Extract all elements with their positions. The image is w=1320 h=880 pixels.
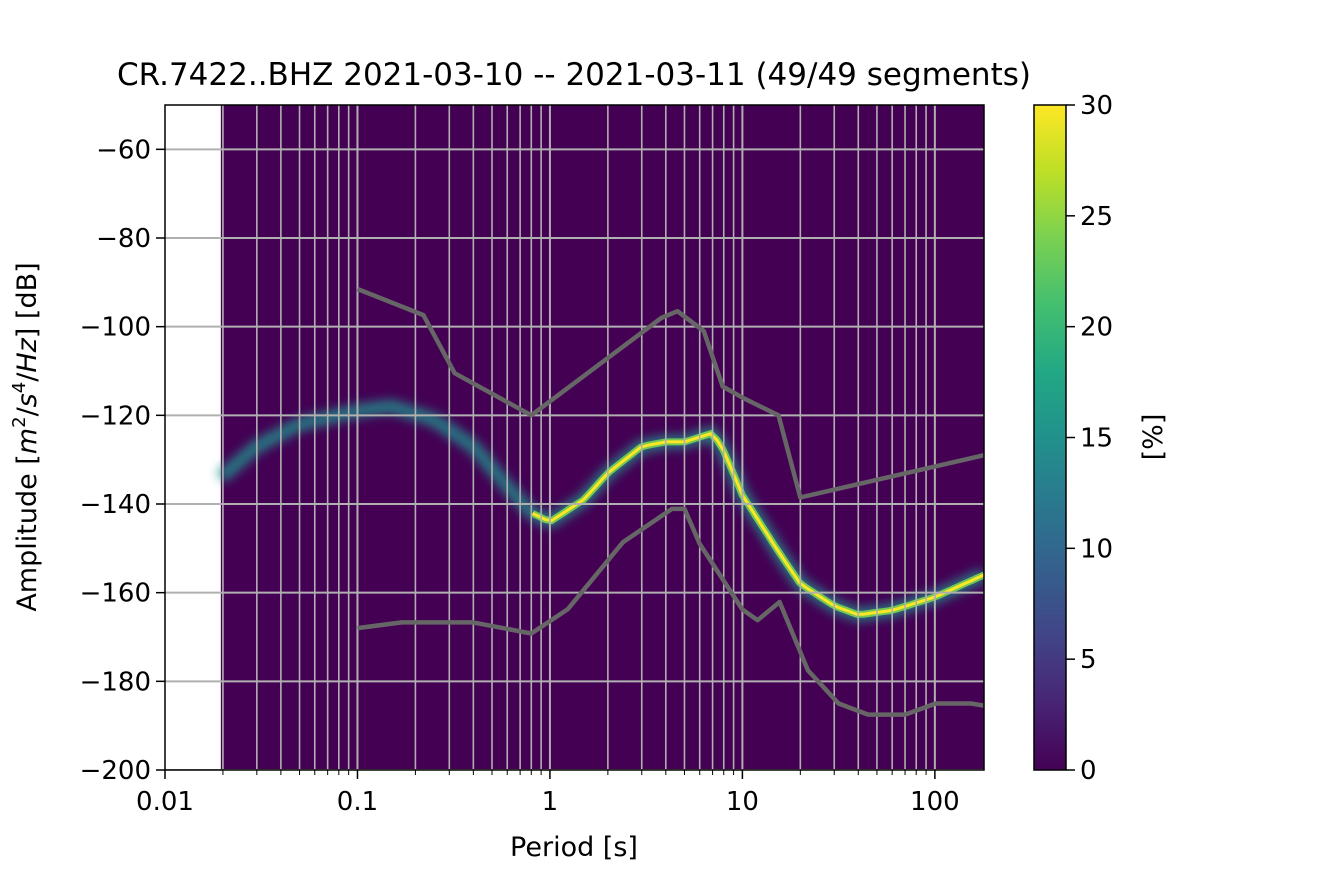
noise-model-nhnm [356, 286, 984, 500]
chart-title: CR.7422..BHZ 2021-03-10 -- 2021-03-11 (4… [117, 57, 1031, 93]
x-tick-label: 0.01 [136, 787, 194, 817]
colorbar-gradient [1033, 104, 1067, 771]
y-tick-label: −180 [80, 667, 151, 697]
colorbar-tick-label: 30 [1080, 91, 1113, 121]
y-axis-label-exp2: 2 [9, 416, 30, 427]
y-axis-label: Amplitude [m2/s4/Hz] [dB] [9, 262, 43, 611]
y-axis-label-slash1: / [12, 406, 43, 416]
colorbar-tick-label: 15 [1080, 424, 1113, 454]
x-tick-label: 100 [910, 787, 960, 817]
y-tick-label: −140 [80, 490, 151, 520]
x-tick-label: 1 [542, 787, 559, 817]
x-tick-label: 0.1 [337, 787, 378, 817]
y-tick-label: −100 [80, 313, 151, 343]
colorbar-tick-label: 20 [1080, 313, 1113, 343]
y-axis: −60 −80 −100 −120 −140 −160 −180 −200 [80, 135, 165, 786]
x-tick-label: 10 [726, 787, 759, 817]
y-tick-label: −200 [80, 756, 151, 786]
x-axis: 0.01 0.1 1 10 100 [136, 770, 960, 817]
y-axis-label-exp4: 4 [9, 382, 30, 393]
colorbar-label: [%] [1138, 414, 1169, 461]
grid-lines [165, 105, 984, 770]
y-axis-label-s: s [12, 393, 43, 407]
colorbar-tick-label: 10 [1080, 534, 1113, 564]
y-axis-label-prefix: Amplitude [ [12, 454, 43, 611]
y-axis-label-m: m [12, 428, 43, 454]
plot-frame [164, 104, 985, 771]
colorbar: 0 5 10 15 20 25 30 [%] [1033, 91, 1169, 786]
y-axis-label-slash2: / [12, 372, 43, 382]
y-tick-label: −120 [80, 401, 151, 431]
y-tick-label: −80 [96, 224, 151, 254]
colorbar-tick-label: 5 [1080, 645, 1097, 675]
noise-model-curves [356, 286, 984, 717]
colorbar-ticks: 0 5 10 15 20 25 30 [1066, 91, 1113, 786]
colorbar-tick-label: 25 [1080, 202, 1113, 232]
noise-model-nlnm [357, 506, 984, 717]
y-axis-label-suffix: ] [dB] [12, 262, 43, 338]
plot-area [164, 104, 985, 771]
heatmap-background [220, 105, 984, 770]
y-axis-label-hz: Hz [12, 337, 43, 372]
x-axis-label: Period [s] [510, 832, 638, 863]
colorbar-tick-label: 0 [1080, 756, 1097, 786]
y-tick-label: −160 [80, 579, 151, 609]
y-tick-label: −60 [96, 135, 151, 165]
